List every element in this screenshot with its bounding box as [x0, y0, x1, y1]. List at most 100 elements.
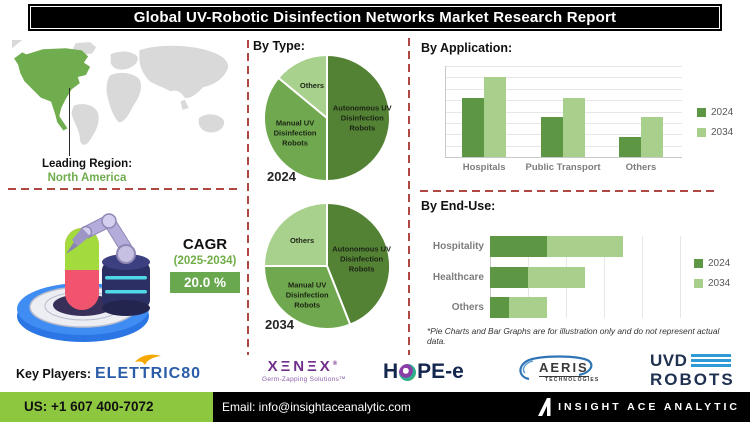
category-label: Others	[451, 302, 484, 313]
aeris-sub-wordmark: TECHNOLOGIES	[545, 377, 600, 383]
gridline	[445, 66, 682, 67]
robot-arm	[66, 213, 136, 264]
bar-Others-2034	[509, 297, 547, 318]
gridline	[680, 236, 681, 318]
leading-region-block: Leading Region: North America	[22, 157, 152, 186]
bar-Others-2034	[640, 117, 663, 157]
logo-hope-e: H PE-e	[383, 360, 464, 384]
gridline	[445, 157, 682, 158]
uvd-stripes-icon	[691, 354, 732, 367]
continent-australia	[198, 114, 225, 133]
logo-aeris: AERIS TECHNOLOGIES	[515, 355, 619, 387]
continent-europe	[110, 51, 138, 70]
footer-brand-text: INSIGHT ACE ANALYTIC	[558, 401, 740, 413]
continent-asia	[139, 45, 229, 110]
uvd-wordmark: UVD	[650, 351, 688, 370]
bar-Others-2024	[490, 297, 509, 318]
bar-Healthcare-2034	[528, 267, 585, 288]
bar-Hospitality-2034	[547, 236, 623, 257]
cagr-value-badge: 20.0 %	[170, 272, 240, 293]
hope-wordmark-right: PE-e	[417, 360, 464, 383]
pie-slice-1	[263, 76, 328, 183]
cagr-period: (2025-2034)	[173, 255, 237, 267]
end-use-legend: 2024 2034	[694, 258, 730, 289]
legend-label: 2034	[711, 127, 734, 138]
gridline	[445, 88, 682, 90]
pie-slice-1	[262, 265, 352, 330]
footer-bar: US: +1 607 400-7072 Email: info@insighta…	[0, 392, 750, 422]
legend-item-2024: 2024	[697, 107, 733, 118]
pie-slice-2	[262, 201, 328, 267]
pie-chart-2034: Autonomous UV Disinfection Robots Manual …	[261, 200, 393, 332]
gridline	[604, 236, 605, 318]
cagr-label: CAGR	[182, 236, 228, 253]
legend-swatch	[697, 128, 706, 137]
divider-dashed-vertical-1	[247, 40, 249, 355]
section-header-by-end-use: By End-Use:	[421, 199, 496, 213]
bar-Healthcare-2024	[490, 267, 528, 288]
category-label: Public Transport	[525, 162, 601, 173]
bar-Public Transport-2024	[541, 117, 564, 157]
pie-slice-0	[326, 201, 391, 326]
map-corner-decoration	[12, 40, 23, 49]
gridline	[445, 77, 682, 79]
world-map	[12, 40, 229, 145]
legend-swatch	[694, 259, 703, 268]
legend-swatch	[697, 108, 706, 117]
continent-africa	[106, 72, 142, 123]
bar-Hospitality-2024	[490, 236, 547, 257]
footer-contact-strip: Email: info@insightaceanalytic.com INSIG…	[213, 392, 750, 422]
bar-Hospitals-2034	[484, 77, 507, 157]
robot-base-cylinders	[102, 262, 150, 308]
elettric80-bird-icon	[135, 354, 161, 365]
section-header-by-application: By Application:	[421, 41, 513, 55]
gridline	[642, 236, 643, 318]
robots-wordmark: ROBOTS	[650, 370, 735, 389]
pie-year-label-2034: 2034	[265, 317, 294, 332]
elettric80-wordmark: ELETTRIC80	[95, 365, 202, 382]
divider-dashed-vertical-2	[408, 38, 410, 355]
pie-slice-2	[277, 53, 328, 121]
map-pointer-line	[69, 88, 70, 156]
application-bar-chart: Hospitals Public Transport Others	[445, 66, 682, 173]
aeris-swirl-icon	[519, 355, 593, 381]
logo-uvd-robots: UVD ROBOTS	[650, 352, 735, 388]
pie-year-label-2024: 2024	[267, 169, 296, 184]
bar-Public Transport-2034	[563, 97, 586, 157]
application-legend: 2024 2034	[697, 107, 733, 138]
footer-phone: US: +1 607 400-7072	[0, 392, 213, 422]
xenex-tagline: Germ-Zapping Solutions™	[262, 376, 346, 383]
uv-robot-illustration	[17, 213, 150, 342]
y-axis	[445, 66, 446, 157]
bar-Others-2024	[618, 137, 641, 157]
category-label: Hospitals	[462, 162, 506, 173]
insight-ace-logo-icon	[538, 398, 551, 416]
report-title: Global UV-Robotic Disinfection Networks …	[28, 4, 722, 31]
end-use-bar-chart: Hospitality Healthcare Others	[433, 236, 681, 318]
section-header-by-type: By Type:	[253, 39, 305, 53]
continent-south-america	[71, 104, 99, 145]
category-label: Hospitality	[432, 241, 484, 252]
divider-dashed-horizontal-left	[8, 188, 240, 190]
legend-item-2024: 2024	[694, 258, 730, 269]
category-label: Others	[625, 162, 657, 173]
pie-svg	[262, 201, 391, 330]
pie-chart-2024: Autonomous UV Disinfection Robots Manual …	[261, 52, 393, 184]
cagr-block: CAGR (2025-2034) 20.0 %	[164, 236, 246, 293]
continent-north-america	[14, 48, 91, 131]
pie-slice-0	[326, 53, 391, 183]
pie-svg	[263, 53, 391, 183]
xenex-registered-mark: ®	[332, 361, 341, 367]
aeris-wordmark: AERIS	[539, 360, 589, 377]
key-players-label: Key Players:	[16, 367, 92, 381]
legend-label: 2024	[708, 258, 731, 269]
hope-wordmark-left: H	[383, 360, 399, 383]
logo-xenex: XΞNΞX® Germ-Zapping Solutions™	[262, 358, 346, 383]
bar-Hospitals-2024	[462, 97, 485, 157]
category-label: Healthcare	[432, 272, 484, 283]
footer-email: Email: info@insightaceanalytic.com	[222, 400, 411, 414]
footer-brand: INSIGHT ACE ANALYTIC	[538, 398, 740, 416]
legend-item-2034: 2034	[694, 278, 730, 289]
divider-dashed-horizontal-right	[420, 190, 716, 192]
